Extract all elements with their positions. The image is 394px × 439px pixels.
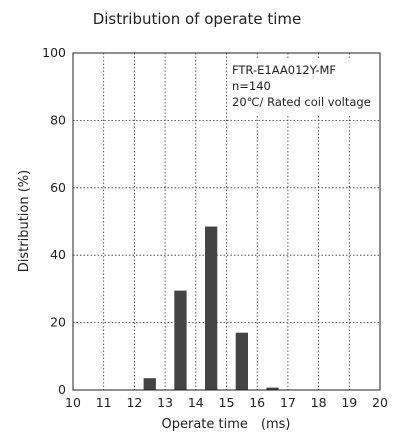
y-axis-label: Distribution (%) — [17, 170, 32, 272]
bar — [235, 332, 248, 390]
bar — [205, 226, 218, 390]
plot-frame — [72, 52, 381, 391]
y-tick-label: 20 — [50, 315, 66, 330]
bar — [174, 290, 187, 390]
x-tick-label: 14 — [188, 395, 204, 410]
annotation-box: FTR-E1AA012Y-MF n=140 20℃/ Rated coil vo… — [230, 60, 378, 114]
x-tick-label: 20 — [372, 395, 388, 410]
annotation-background — [230, 60, 378, 114]
x-tick-label: 19 — [341, 395, 357, 410]
y-tick-label: 100 — [42, 45, 66, 60]
y-tick-label: 80 — [50, 112, 66, 127]
annotation-sample-size: n=140 — [232, 79, 271, 93]
bar — [266, 387, 279, 390]
x-tick-label: 12 — [126, 395, 142, 410]
x-tick-label: 16 — [249, 395, 265, 410]
y-tick-label: 0 — [58, 382, 66, 397]
x-axis-label: Operate time (ms) — [162, 417, 291, 432]
x-tick-label: 17 — [280, 395, 296, 410]
annotation-conditions: 20℃/ Rated coil voltage — [232, 95, 371, 109]
x-tick-label: 13 — [157, 395, 173, 410]
bar — [143, 378, 156, 390]
x-tick-label: 15 — [219, 395, 235, 410]
y-tick-labels: 0 20 40 60 80 100 — [42, 45, 66, 397]
y-tick-label: 40 — [50, 247, 66, 262]
x-tick-labels: 10 11 12 13 14 15 16 17 18 19 20 — [65, 395, 388, 410]
x-tick-label: 10 — [65, 395, 81, 410]
x-tick-label: 18 — [311, 395, 327, 410]
annotation-model: FTR-E1AA012Y-MF — [232, 63, 336, 77]
bars-group — [143, 226, 279, 390]
y-tick-label: 60 — [50, 180, 66, 195]
x-tick-label: 11 — [96, 395, 112, 410]
chart-title: Distribution of operate time — [93, 10, 302, 28]
